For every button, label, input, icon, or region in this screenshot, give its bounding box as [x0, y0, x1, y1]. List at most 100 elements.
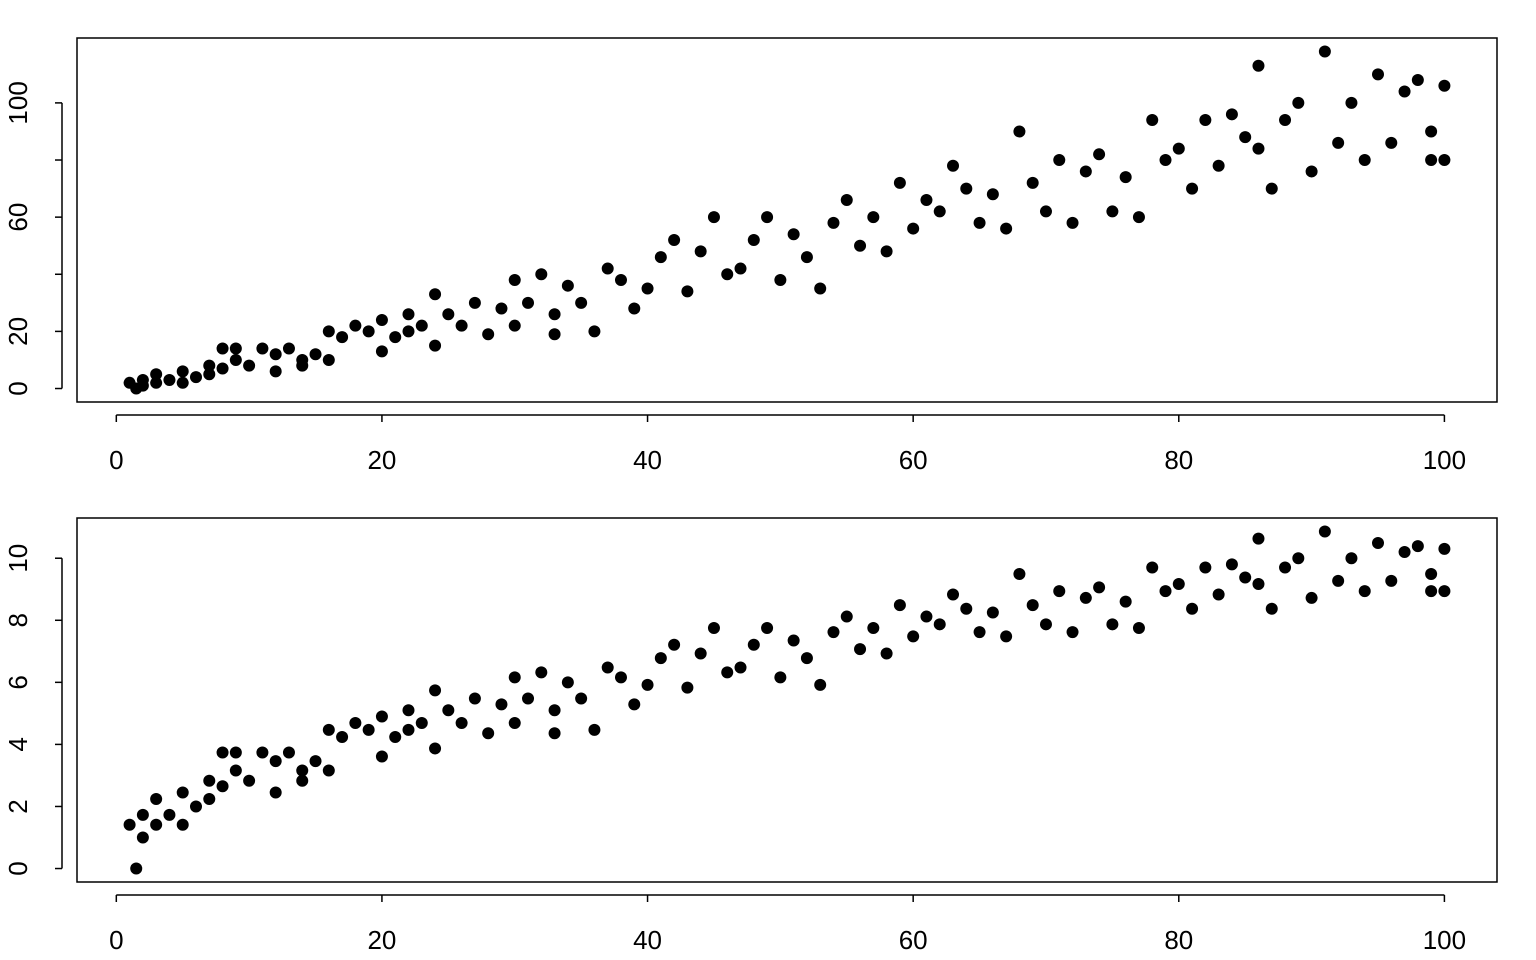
point — [734, 262, 747, 275]
point — [336, 331, 349, 344]
point — [668, 638, 681, 651]
point — [814, 282, 827, 295]
point — [1053, 585, 1066, 598]
point — [1000, 630, 1013, 643]
point — [1372, 68, 1385, 81]
point — [1265, 182, 1278, 195]
point — [282, 342, 295, 355]
point — [1079, 591, 1092, 604]
point — [309, 755, 322, 768]
point — [1132, 622, 1145, 635]
point — [1385, 574, 1398, 587]
point — [694, 647, 707, 660]
point — [628, 302, 641, 315]
point — [402, 723, 415, 736]
point — [203, 368, 216, 381]
point — [269, 365, 282, 378]
point — [840, 194, 853, 207]
plot-frame — [76, 37, 1498, 403]
point — [216, 362, 229, 375]
point — [1425, 154, 1438, 167]
point — [827, 626, 840, 639]
point — [1279, 561, 1292, 574]
point — [1146, 114, 1159, 127]
point — [1279, 114, 1292, 127]
point — [203, 774, 216, 787]
point — [1026, 599, 1039, 612]
point — [575, 692, 588, 705]
point — [561, 279, 574, 292]
point — [1438, 79, 1451, 92]
point — [495, 302, 508, 315]
x-tick-label: 0 — [109, 925, 123, 955]
point — [1106, 205, 1119, 218]
point — [1239, 571, 1252, 584]
point — [269, 786, 282, 799]
point — [1292, 96, 1305, 109]
point — [907, 630, 920, 643]
point — [1411, 74, 1424, 87]
point — [1358, 585, 1371, 598]
point — [1212, 588, 1225, 601]
x-tick-label: 100 — [1423, 445, 1466, 475]
point — [1305, 165, 1318, 178]
point — [322, 325, 335, 338]
y-tick-label: 2 — [3, 799, 33, 813]
x-tick-label: 80 — [1164, 445, 1193, 475]
point — [933, 205, 946, 218]
point — [229, 764, 242, 777]
point — [1199, 561, 1212, 574]
point — [548, 328, 561, 341]
point — [787, 228, 800, 241]
point — [1186, 602, 1199, 615]
y-tick-label: 10 — [3, 544, 33, 573]
point — [163, 808, 176, 821]
point — [1332, 136, 1345, 149]
point — [548, 727, 561, 740]
point — [468, 296, 481, 309]
point — [1093, 581, 1106, 594]
point — [402, 325, 415, 338]
point — [455, 716, 468, 729]
point — [1398, 85, 1411, 98]
point — [482, 727, 495, 740]
point — [1093, 148, 1106, 161]
point — [1438, 154, 1451, 167]
point — [243, 359, 256, 372]
point — [1425, 585, 1438, 598]
point — [628, 698, 641, 711]
point — [1252, 59, 1265, 72]
point — [854, 239, 867, 252]
point — [415, 319, 428, 332]
point — [654, 652, 667, 665]
point — [854, 643, 867, 656]
point — [1372, 537, 1385, 550]
point — [960, 602, 973, 615]
point — [282, 746, 295, 759]
point — [176, 365, 189, 378]
point — [1425, 568, 1438, 581]
point — [495, 698, 508, 711]
point — [1305, 591, 1318, 604]
point — [216, 746, 229, 759]
point — [614, 671, 627, 684]
y-tick-label: 8 — [3, 613, 33, 627]
point — [1066, 216, 1079, 229]
x-tick-label: 80 — [1164, 925, 1193, 955]
point — [229, 353, 242, 366]
point — [429, 684, 442, 697]
point — [601, 262, 614, 275]
point — [508, 319, 521, 332]
x-tick-label: 20 — [367, 925, 396, 955]
point — [986, 188, 999, 201]
point — [681, 285, 694, 298]
point — [1212, 159, 1225, 172]
point — [1438, 542, 1451, 555]
point — [150, 793, 163, 806]
point — [442, 308, 455, 321]
point — [362, 723, 375, 736]
point — [548, 308, 561, 321]
point — [375, 345, 388, 358]
